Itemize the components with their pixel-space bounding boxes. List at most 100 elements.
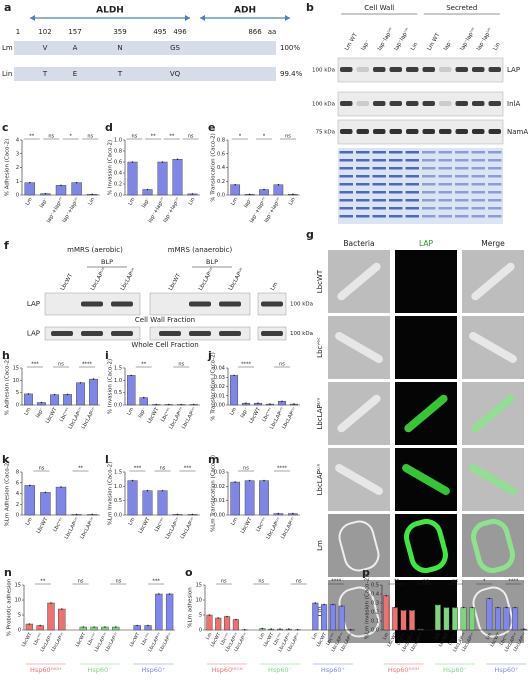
significance: **** (241, 362, 252, 368)
seq-bar (14, 41, 276, 55)
bar (127, 480, 138, 516)
bar-dot (514, 606, 516, 609)
gel-band (438, 199, 452, 202)
row-name: Lin (2, 70, 12, 78)
gel-band (422, 151, 436, 154)
x-tick-label: lap⁻+lapᴸⁱⁿ (62, 197, 81, 224)
bar (224, 616, 231, 631)
bar-dot (82, 626, 85, 628)
gel-band (389, 175, 403, 178)
bar-dot (292, 512, 294, 515)
gel-band (372, 159, 386, 162)
x-tick-label: Lm (230, 197, 239, 207)
gel-band (422, 183, 436, 186)
y-tick-label: 10 (15, 598, 21, 604)
bar (142, 490, 153, 516)
x-tick-label: LbcWT (128, 632, 141, 648)
bar (50, 394, 59, 406)
x-tick-label: Lbcᵛᵉᶜ (154, 517, 167, 533)
bar (25, 623, 34, 631)
gel-band (405, 215, 419, 218)
x-tick-label: LbcWT (138, 516, 152, 535)
significance: ** (141, 362, 147, 368)
bar-dot (60, 486, 62, 488)
bar-dot (248, 193, 251, 196)
residue: VQ (170, 70, 181, 78)
y-tick-label: 2 (16, 502, 19, 508)
bar-dot (39, 624, 41, 627)
bar (443, 607, 450, 631)
bar-dot (269, 403, 271, 405)
bar-dot (233, 374, 235, 377)
gel-band (372, 183, 386, 186)
bar-dot (349, 628, 352, 631)
bar-dot (131, 161, 134, 163)
gel-band (488, 191, 502, 194)
micrograph (395, 514, 457, 577)
bar-dot (277, 512, 280, 515)
row-name: Lbcᵛᵉᶜ (316, 337, 324, 358)
gel-band (339, 191, 353, 194)
y-tick-label: 10 (196, 598, 202, 604)
x-tick-label: Lin (87, 197, 96, 207)
position: 102 (38, 28, 51, 36)
gel-band (405, 159, 419, 162)
gel-band (356, 151, 370, 154)
gel-band (438, 175, 452, 178)
y-axis-label: % Probiotic adhesion (7, 578, 13, 636)
bar-dot (323, 603, 325, 606)
gel-band (356, 167, 370, 170)
lane-label: LbcLAPᴸᵐ (89, 266, 108, 292)
cell (471, 519, 515, 573)
band (81, 331, 103, 336)
gel-band (405, 167, 419, 170)
y-tick-label: 0.5 (114, 390, 122, 396)
band (488, 101, 501, 106)
y-tick-label: 1.0 (114, 378, 122, 384)
band (488, 129, 501, 134)
gel-band (471, 167, 485, 170)
band (356, 101, 369, 106)
bar (157, 161, 168, 196)
bar-dot (293, 403, 295, 405)
bar-dot (332, 603, 334, 606)
row-name: LbcWT (316, 269, 324, 293)
y-tick-label: 0.3 (371, 601, 379, 607)
lane-label: Lin (493, 41, 502, 51)
gel-band (455, 199, 469, 202)
group-label: Hsp60ᴴᴵᴳᴴ (388, 666, 419, 674)
lane-label: Lm WT (344, 32, 359, 52)
x-tick-label: Lm (126, 407, 135, 417)
medium: mMRS (anaerobic) (168, 246, 233, 254)
y-tick-label: 15 (13, 366, 19, 372)
band (373, 101, 386, 106)
position: 866 (248, 28, 262, 36)
bar (383, 595, 390, 631)
bar-dot (257, 402, 259, 404)
gel-band (455, 191, 469, 194)
group-label: Hsp60⁺ (141, 666, 165, 674)
gel-band (422, 207, 436, 210)
gel-band (455, 215, 469, 218)
y-tick-label: 0.04 (214, 366, 225, 372)
x-tick-label: LbcLAPᴸⁱⁿ (180, 517, 197, 540)
bar (89, 378, 98, 406)
bar-dot (314, 602, 317, 604)
significance: ns (258, 579, 264, 585)
bar-dot (277, 183, 280, 186)
significance: ns (221, 579, 227, 585)
gel-band (488, 207, 502, 210)
row-name: LbcLAPᴸᵐ (316, 397, 324, 429)
y-tick-label: 0.0 (371, 628, 379, 634)
band (406, 129, 419, 134)
gel-band (422, 215, 436, 218)
x-tick-label: Lm (25, 197, 34, 207)
band (219, 301, 241, 307)
bar (338, 605, 345, 631)
bar (71, 182, 82, 196)
medium: mMRS (aerobic) (67, 246, 123, 254)
significance: ** (78, 466, 84, 472)
bar-dot (29, 181, 31, 184)
band (488, 67, 501, 72)
bar-dot (66, 393, 69, 396)
